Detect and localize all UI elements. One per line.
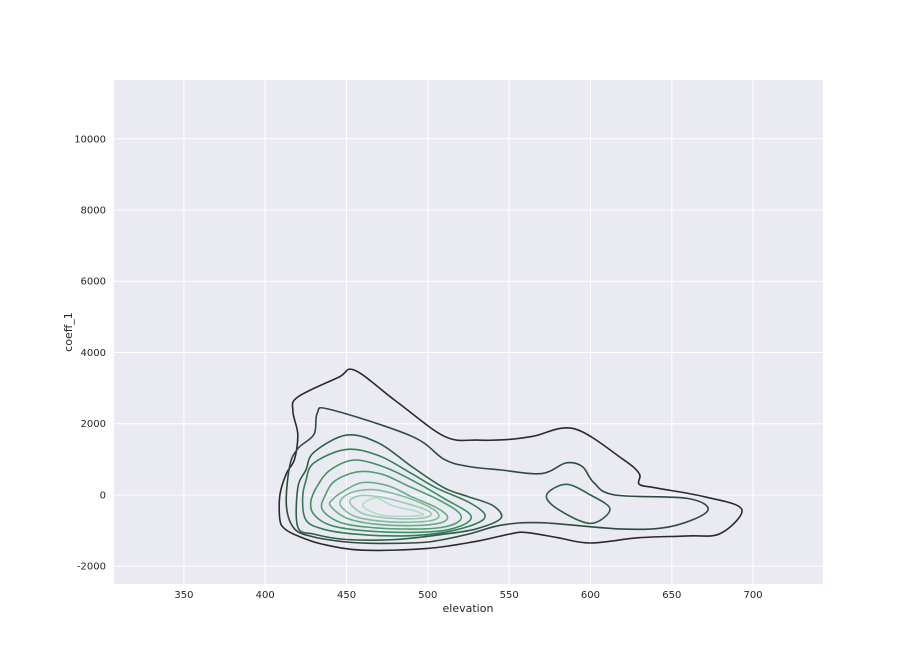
x-tick-label: 650 [662, 590, 681, 601]
contour-line-level-9 [348, 494, 433, 520]
x-tick-label: 600 [581, 590, 600, 601]
x-tick-label: 350 [174, 590, 193, 601]
y-tick-label: 6000 [81, 277, 106, 288]
contour-line-level-8 [339, 488, 440, 524]
y-tick-label: 2000 [81, 419, 106, 430]
y-tick-label: -2000 [77, 562, 106, 573]
plot-background [114, 80, 823, 584]
x-tick-labels: 350 400 450 500 550 600 650 700 [174, 590, 762, 601]
y-tick-label: 8000 [81, 206, 106, 217]
x-tick-label: 500 [418, 590, 437, 601]
x-tick-label: 450 [337, 590, 356, 601]
contour-lines [278, 368, 743, 552]
contour-line-level-7 [328, 481, 449, 527]
x-axis-label: elevation [443, 602, 494, 615]
contour-line-level-3 [545, 483, 611, 525]
contour-line-level-10 [362, 497, 425, 518]
contour-line-level-3 [295, 434, 503, 541]
y-tick-labels: -2000 0 2000 4000 6000 8000 10000 [74, 134, 106, 572]
contour-line-level-1 [278, 368, 743, 552]
x-tick-label: 550 [500, 590, 519, 601]
y-tick-label: 4000 [81, 348, 106, 359]
contour-line-level-4 [301, 448, 486, 537]
x-tick-label: 700 [744, 590, 763, 601]
y-axis-label: coeff_1 [62, 312, 75, 352]
contour-line-level-6 [320, 470, 463, 530]
contour-line-level-5 [309, 459, 473, 534]
x-tick-label: 400 [256, 590, 275, 601]
grid-lines [114, 80, 823, 584]
y-tick-label: 0 [100, 490, 106, 501]
contour-line-level-2 [285, 407, 709, 545]
y-tick-label: 10000 [74, 134, 106, 145]
